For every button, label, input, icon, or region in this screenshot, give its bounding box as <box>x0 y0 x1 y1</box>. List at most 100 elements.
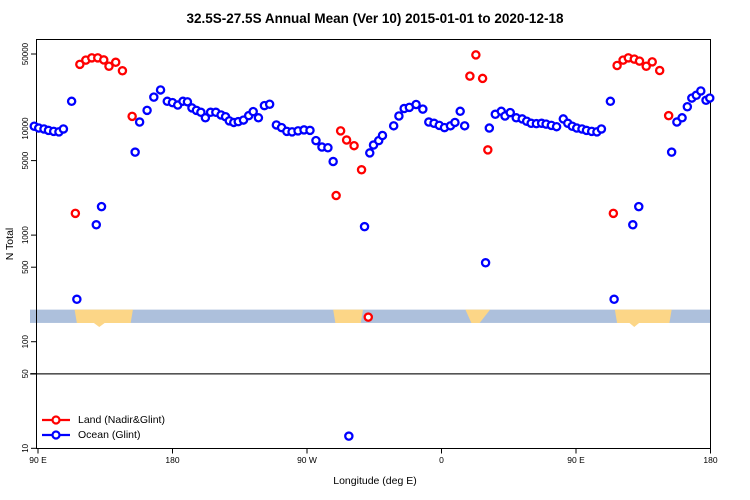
land-data-point <box>75 59 85 70</box>
plot-border <box>36 39 711 449</box>
y-axis-label: N Total <box>4 227 16 261</box>
land-data-point <box>104 61 114 71</box>
chart-title: 32.5S-27.5S Annual Mean (Ver 10) 2015-01… <box>186 11 564 26</box>
x-axis-tick-label: 0 <box>439 455 444 465</box>
x-axis-tick-label: 90 E <box>29 455 47 465</box>
ocean-data-point <box>394 111 404 121</box>
ocean-data-point <box>696 86 706 96</box>
land-data-point <box>341 135 352 145</box>
ocean-data-point <box>634 201 644 212</box>
y-axis-tick-label: 1000 <box>21 226 30 244</box>
band-patch <box>74 309 133 323</box>
y-axis-tick-label: 500 <box>21 260 30 274</box>
x-axis-label: Longitude (deg E) <box>333 475 417 487</box>
land-data-point <box>663 110 674 121</box>
land-data-point <box>608 208 619 219</box>
ocean-data-point <box>58 124 69 134</box>
land-data-point <box>127 111 137 122</box>
y-axis-tick-label: 10000 <box>21 117 30 140</box>
legend-item-ocean: Ocean (Glint) <box>41 428 165 443</box>
ocean-data-point <box>605 96 616 107</box>
ocean-data-point <box>596 124 607 134</box>
ocean-data-point <box>200 113 211 123</box>
band-notch <box>628 321 641 327</box>
band-patch <box>614 309 672 323</box>
land-data-point <box>70 208 81 219</box>
ocean-data-point <box>155 85 166 95</box>
legend-item-land: Land (Nadir&Glint) <box>41 413 165 428</box>
land-data-point <box>99 55 109 65</box>
ocean-data-point <box>305 125 315 136</box>
x-axis-tick-label: 180 <box>165 455 179 465</box>
ocean-data-point <box>455 106 465 117</box>
ocean-data-point <box>411 99 421 110</box>
land-data-point <box>363 312 374 322</box>
land-data-point <box>110 57 121 68</box>
legend-label-land: Land (Nadir&Glint) <box>78 414 165 427</box>
ocean-data-point <box>551 121 562 132</box>
y-axis-tick-label: 50 <box>21 369 30 378</box>
ocean-data-point <box>682 102 693 112</box>
ocean-data-point <box>450 117 460 128</box>
ocean-data-point <box>130 147 140 157</box>
ocean-data-point <box>628 220 638 230</box>
land-data-point <box>612 60 622 71</box>
ocean-data-point <box>182 97 193 107</box>
x-axis-tick-label: 180 <box>703 455 717 465</box>
ocean-data-point <box>705 93 715 103</box>
land-data-point <box>654 65 665 76</box>
land-data-point <box>356 165 367 175</box>
ocean-data-point <box>149 92 159 102</box>
y-axis-tick-label: 50000 <box>21 42 30 65</box>
ocean-data-point <box>248 106 258 117</box>
ocean-data-point <box>418 104 428 114</box>
band-notch <box>92 321 106 327</box>
band-patch <box>333 309 364 323</box>
ocean-data-point <box>91 220 102 230</box>
ocean-data-point <box>142 105 152 116</box>
ocean-data-point <box>666 147 677 157</box>
ocean-data-point <box>344 431 354 441</box>
land-data-point <box>331 190 341 201</box>
ocean-data-point <box>459 121 470 131</box>
y-axis-tick-label: 100 <box>21 334 30 348</box>
band-patch <box>465 309 491 323</box>
ocean-data-point <box>359 221 370 232</box>
ocean-data-point <box>66 96 77 107</box>
land-data-point <box>634 56 645 66</box>
y-axis-tick-label: 10 <box>21 443 30 452</box>
ocean-data-point <box>505 107 515 118</box>
ocean-data-point <box>365 148 375 158</box>
ocean-data-point <box>134 117 145 127</box>
ocean-data-point <box>484 123 495 133</box>
land-data-point <box>471 50 481 60</box>
x-axis-tick-label: 90 E <box>567 455 585 465</box>
ocean-data-point <box>311 135 321 146</box>
land-data-point <box>349 140 359 151</box>
land-data-point <box>465 71 475 81</box>
ocean-data-point <box>264 99 275 109</box>
land-data-point <box>647 57 657 67</box>
legend-label-ocean: Ocean (Glint) <box>78 428 141 441</box>
land-legend-marker <box>42 415 70 425</box>
ocean-data-point <box>677 113 687 123</box>
ocean-legend-marker <box>42 430 70 440</box>
land-data-point <box>641 61 651 71</box>
ocean-data-point <box>609 294 619 305</box>
ocean-data-point <box>253 113 264 123</box>
ocean-data-point <box>480 258 491 268</box>
ocean-data-point <box>328 156 338 167</box>
ocean-data-point <box>377 130 388 141</box>
legend: Land (Nadir&Glint) Ocean (Glint) <box>41 413 165 442</box>
land-data-point <box>477 73 488 84</box>
ocean-data-point <box>323 142 333 153</box>
x-axis-tick-label: 90 W <box>297 455 317 465</box>
ocean-data-point <box>72 294 82 305</box>
ocean-data-point <box>388 121 399 131</box>
ocean-data-point <box>96 201 107 212</box>
land-data-point <box>117 66 128 76</box>
land-data-point <box>335 126 346 136</box>
land-data-point <box>483 145 493 155</box>
